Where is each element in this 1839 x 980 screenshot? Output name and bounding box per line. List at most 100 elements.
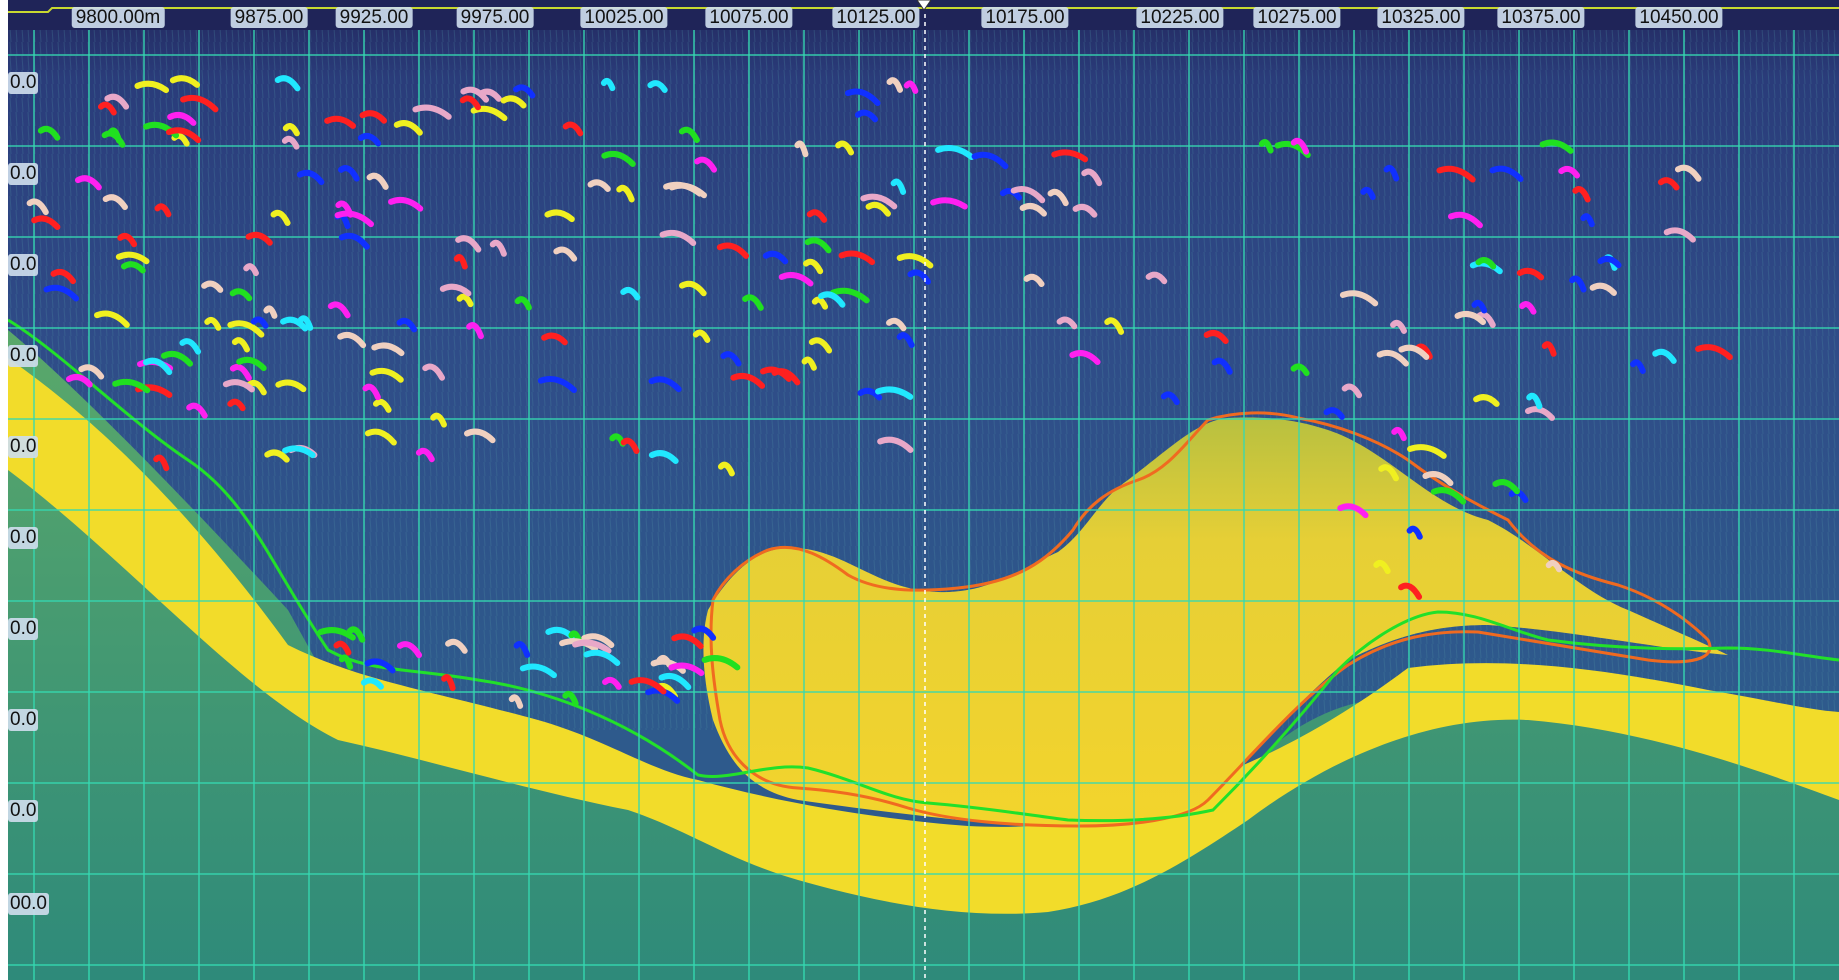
fish-target	[396, 641, 423, 659]
fish-target	[1597, 255, 1622, 269]
fish-target	[694, 156, 718, 173]
fish-target	[857, 387, 883, 401]
fish-target	[730, 372, 766, 389]
fish-target	[489, 239, 507, 257]
fish-target	[572, 639, 612, 654]
fish-target	[1360, 186, 1376, 201]
fish-target	[388, 196, 424, 212]
fish-target	[1211, 357, 1233, 375]
distance-label-9: 10225.00	[1136, 7, 1224, 28]
fish-target	[935, 145, 975, 161]
fish-target	[357, 132, 382, 147]
fish-target	[903, 80, 919, 94]
fish-target	[804, 237, 832, 254]
fish-target	[439, 283, 472, 297]
distance-label-12: 10375.00	[1497, 7, 1585, 28]
fish-target	[1516, 267, 1545, 281]
fish-target	[1492, 479, 1521, 495]
fish-target	[587, 179, 611, 192]
fish-target	[243, 263, 259, 277]
fish-target	[97, 101, 117, 116]
fish-target	[1023, 273, 1045, 288]
fish-target	[513, 640, 531, 658]
fish-target	[364, 658, 396, 674]
distance-label-13: 10450.00	[1635, 7, 1723, 28]
distance-label-10: 10275.00	[1253, 7, 1341, 28]
fish-target	[1383, 164, 1400, 182]
fish-target	[120, 261, 146, 274]
distance-label-3: 9925.00	[335, 7, 413, 28]
fish-target	[415, 447, 435, 463]
fish-target	[180, 94, 219, 113]
fish-target	[692, 329, 711, 343]
fish-target	[896, 332, 915, 349]
fish-target	[600, 77, 616, 92]
fish-target	[102, 194, 128, 211]
fish-target	[37, 125, 61, 141]
cursor-marker-icon[interactable]	[917, 0, 931, 14]
fish-target	[393, 120, 423, 136]
fish-target	[456, 293, 474, 308]
fish-target	[107, 127, 123, 144]
fish-target	[760, 366, 792, 382]
fish-target	[1695, 344, 1733, 361]
fish-target	[720, 351, 742, 367]
fish-target	[1406, 525, 1423, 540]
fish-target	[890, 178, 907, 195]
fish-target	[463, 428, 496, 444]
fish-target	[274, 75, 301, 92]
fish-target	[460, 86, 490, 103]
fish-target	[227, 320, 265, 338]
fish-target	[1430, 487, 1467, 505]
fish-target	[1323, 407, 1345, 420]
fish-target	[1589, 282, 1617, 296]
fish-target	[1081, 168, 1103, 187]
fish-target	[1160, 391, 1180, 406]
fish-target	[1398, 582, 1423, 600]
fish-target	[364, 428, 397, 446]
fish-target	[94, 310, 130, 328]
fish-target	[65, 374, 93, 388]
echogram-plot[interactable]	[8, 0, 1839, 980]
fish-target	[31, 215, 61, 230]
fish-target	[78, 364, 105, 380]
fish-target	[1469, 260, 1503, 275]
fish-target	[830, 287, 870, 304]
fish-target	[678, 280, 707, 297]
fish-target	[153, 454, 170, 472]
fish-target	[818, 291, 846, 308]
fish-target	[263, 305, 278, 319]
fish-target	[1630, 359, 1646, 375]
fish-target	[412, 104, 452, 120]
fish-target	[282, 445, 316, 459]
fish-target	[362, 383, 381, 401]
fish-target	[806, 209, 828, 223]
fish-target	[671, 633, 704, 650]
fish-target	[324, 115, 357, 129]
fish-target	[236, 356, 267, 372]
fish-target	[1019, 203, 1047, 217]
fish-target	[154, 203, 172, 218]
fish-target	[317, 627, 356, 641]
fish-target	[1145, 271, 1168, 285]
top-strip-line	[8, 7, 1839, 13]
fish-target	[142, 357, 173, 376]
fish-target	[877, 436, 914, 453]
fish-target	[455, 235, 482, 253]
fish-target	[854, 109, 879, 123]
fish-target	[26, 198, 49, 216]
fish-target	[50, 269, 76, 285]
fish-target	[1072, 203, 1098, 218]
fish-target	[372, 398, 392, 413]
fish-target	[167, 111, 197, 126]
fish-target	[160, 351, 194, 367]
fish-target	[762, 250, 789, 265]
fish-target	[1203, 330, 1229, 345]
fish-target	[659, 229, 697, 247]
depth-label-2: 0.0	[8, 163, 39, 185]
fish-target	[1422, 471, 1454, 487]
fish-target	[602, 676, 622, 690]
fish-target	[717, 461, 735, 477]
fish-target	[1652, 348, 1677, 364]
